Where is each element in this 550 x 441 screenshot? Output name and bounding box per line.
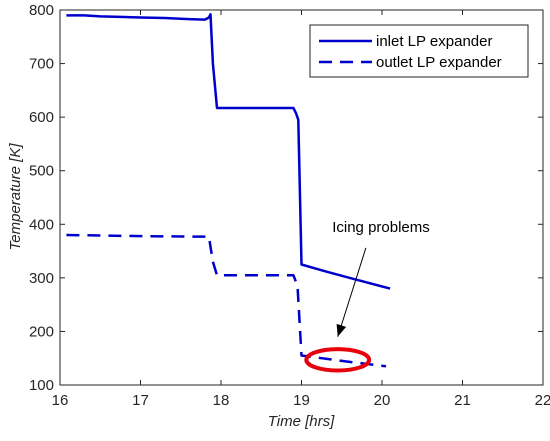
y-tick-label: 500: [29, 163, 54, 180]
legend-label-outlet: outlet LP expander: [376, 54, 502, 71]
icing-highlight-ellipse: [304, 347, 372, 373]
y-tick-label: 100: [29, 377, 54, 394]
x-tick-label: 16: [52, 392, 69, 409]
annotation-layer: [304, 247, 372, 373]
y-axis-label: Temperature [K]: [7, 143, 24, 251]
x-tick-label: 17: [132, 392, 149, 409]
y-tick-label: 600: [29, 109, 54, 126]
annotation-arrow-line: [337, 247, 367, 337]
x-tick-label: 21: [454, 392, 471, 409]
x-tick-label: 18: [213, 392, 230, 409]
x-tick-label: 22: [535, 392, 550, 409]
legend-label-inlet: inlet LP expander: [376, 33, 492, 50]
annotation-arrow-head: [336, 323, 347, 337]
y-tick-label: 700: [29, 56, 54, 73]
y-tick-label: 400: [29, 216, 54, 233]
y-tick-label: 200: [29, 323, 54, 340]
legend: inlet LP expander outlet LP expander: [309, 24, 529, 78]
x-tick-label: 20: [374, 392, 391, 409]
y-tick-label: 800: [29, 2, 54, 19]
y-tick-label: 300: [29, 270, 54, 287]
x-tick-label: 19: [293, 392, 310, 409]
series-line-inlet: [66, 13, 391, 290]
axes-layer: 16 17 18 19 20 21 22 100 200 300 400 500 600 700 800: [29, 2, 550, 409]
annotation-icing: Icing problems: [332, 219, 430, 236]
legend-box: [309, 24, 529, 78]
x-axis-label: Time [hrs]: [268, 413, 335, 430]
